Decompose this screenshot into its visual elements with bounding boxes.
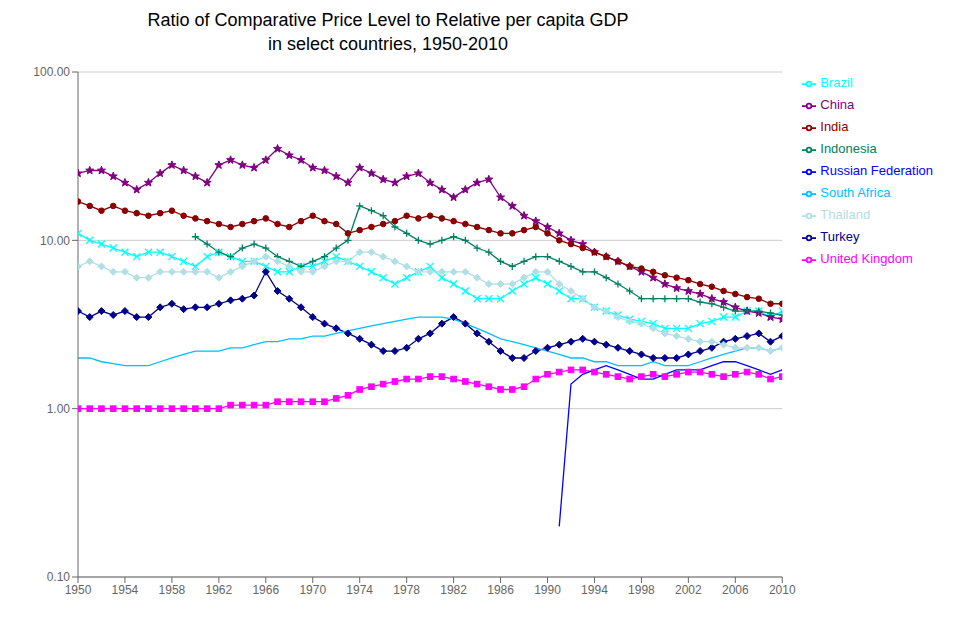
svg-text:1950: 1950 [65, 583, 92, 597]
html-text:India: India [820, 119, 849, 134]
svg-text:1966: 1966 [252, 583, 279, 597]
html-text:Ratio of Comparative Price Lev: Ratio of Comparative Price Level to Rela… [147, 10, 629, 54]
html-text:China: China [820, 97, 855, 112]
html-text:Thailand: Thailand [820, 207, 871, 222]
svg-text:2002: 2002 [675, 583, 702, 597]
svg-text:1986: 1986 [487, 583, 514, 597]
html-text:South Africa: South Africa [820, 185, 891, 200]
svg-text:1958: 1958 [159, 583, 186, 597]
svg-text:1962: 1962 [206, 583, 233, 597]
svg-text:2010: 2010 [769, 583, 796, 597]
svg-text:1998: 1998 [628, 583, 655, 597]
svg-text:1982: 1982 [440, 583, 467, 597]
svg-text:100.00: 100.00 [33, 65, 70, 79]
html-text:Turkey: Turkey [820, 229, 860, 244]
svg-text:1970: 1970 [299, 583, 326, 597]
svg-text:1974: 1974 [346, 583, 373, 597]
html-text:Russian Federation: Russian Federation [820, 163, 933, 178]
svg-text:10.00: 10.00 [40, 234, 70, 248]
html-text:Indonesia: Indonesia [820, 141, 877, 156]
html-text:Brazil: Brazil [820, 75, 853, 90]
svg-text:1990: 1990 [534, 583, 561, 597]
svg-text:1.00: 1.00 [47, 402, 71, 416]
svg-text:0.10: 0.10 [47, 570, 71, 584]
svg-text:1978: 1978 [393, 583, 420, 597]
svg-text:1954: 1954 [112, 583, 139, 597]
svg-text:1994: 1994 [581, 583, 608, 597]
html-text:United Kingdom: United Kingdom [820, 251, 913, 266]
svg-text:2006: 2006 [722, 583, 749, 597]
